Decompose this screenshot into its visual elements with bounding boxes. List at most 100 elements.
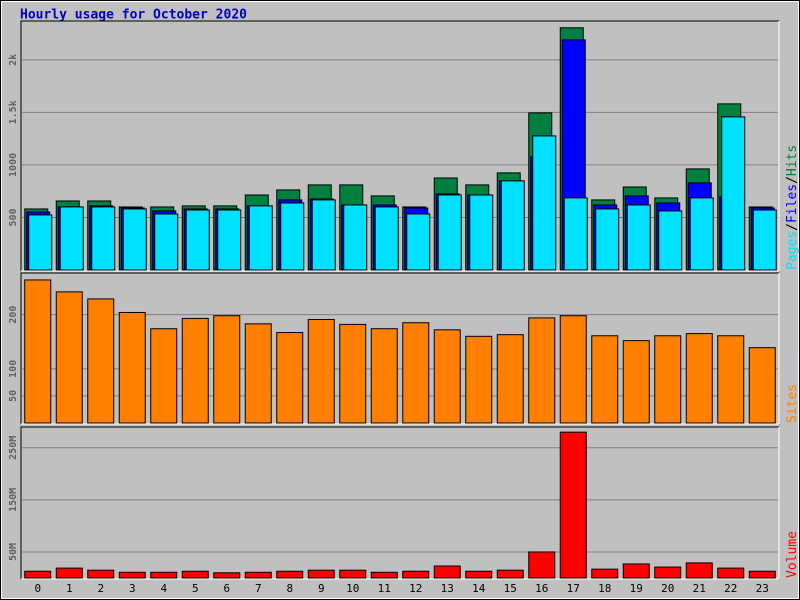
bar (150, 328, 178, 424)
bar (721, 116, 746, 271)
bar (28, 214, 53, 271)
legend-separator: / (785, 176, 800, 184)
x-tick-label: 22 (724, 582, 737, 595)
bar (370, 328, 398, 424)
bar (311, 199, 336, 271)
bar (717, 567, 745, 579)
bar (55, 291, 83, 424)
bar (406, 213, 431, 271)
x-tick-label: 12 (409, 582, 422, 595)
x-tick-label: 4 (160, 582, 167, 595)
bar (752, 209, 777, 271)
bar (213, 315, 241, 424)
bar (244, 571, 272, 579)
bar (280, 202, 305, 271)
x-tick-label: 23 (756, 582, 769, 595)
bar (154, 213, 179, 271)
x-tick-label: 6 (223, 582, 230, 595)
bar (150, 571, 178, 579)
bar (528, 317, 556, 424)
bar (185, 209, 210, 271)
y-tick-label: 50 (8, 390, 19, 402)
bar (654, 335, 682, 424)
bar (59, 206, 84, 271)
x-tick-label: 19 (630, 582, 643, 595)
panel (20, 20, 780, 272)
x-tick-label: 7 (255, 582, 262, 595)
x-tick-label: 21 (693, 582, 706, 595)
bar (307, 569, 335, 579)
bar (374, 206, 399, 271)
x-tick-label: 20 (661, 582, 674, 595)
bar (213, 572, 241, 579)
bar (748, 570, 776, 579)
y-tick-label: 2k (8, 54, 19, 66)
bar (276, 570, 304, 579)
bar (402, 570, 430, 579)
bar (437, 194, 462, 271)
x-tick-label: 2 (97, 582, 104, 595)
x-tick-label: 17 (567, 582, 580, 595)
legend-entry: Pages (785, 231, 800, 270)
y-tick-label: 1000 (8, 153, 19, 177)
y-tick-label: 50M (8, 543, 19, 561)
bar (469, 194, 494, 271)
x-tick-label: 16 (535, 582, 548, 595)
panel (20, 272, 780, 425)
bar (118, 311, 146, 424)
legend-entry: Files (785, 184, 800, 223)
bar (685, 562, 713, 579)
x-tick-label: 18 (598, 582, 611, 595)
legend-entry: Volume (785, 531, 800, 578)
bar (244, 323, 272, 424)
bar (276, 332, 304, 424)
bar (622, 340, 650, 424)
bar (181, 317, 209, 424)
bar (685, 333, 713, 424)
bar (658, 210, 683, 271)
bar (689, 197, 714, 271)
bar (559, 315, 587, 424)
bar (339, 569, 367, 579)
y-tick-label: 100 (8, 360, 19, 378)
x-tick-label: 10 (346, 582, 359, 595)
bar (595, 208, 620, 271)
bar (181, 570, 209, 579)
x-tick-label: 15 (504, 582, 517, 595)
bar (433, 565, 461, 579)
bar (622, 563, 650, 579)
x-tick-label: 9 (318, 582, 325, 595)
bar (654, 566, 682, 579)
x-tick-label: 3 (129, 582, 136, 595)
bar (748, 347, 776, 424)
y-tick-label: 200 (8, 306, 19, 324)
bar (122, 208, 147, 271)
legend-separator: / (785, 223, 800, 231)
bar (500, 180, 525, 271)
bar (496, 334, 524, 424)
bar (559, 431, 587, 579)
bar (563, 197, 588, 271)
x-tick-label: 8 (286, 582, 293, 595)
legend: Pages/Files/Hits (785, 145, 800, 270)
y-tick-label: 150M (8, 488, 19, 512)
bar (343, 204, 368, 271)
bar (591, 335, 619, 424)
x-tick-label: 14 (472, 582, 486, 595)
chart-title: Hourly usage for October 2020 (20, 8, 247, 23)
x-tick-label: 1 (66, 582, 73, 595)
panel (20, 426, 780, 580)
bar (91, 206, 116, 271)
y-tick-label: 250M (8, 436, 19, 460)
bar (118, 571, 146, 579)
x-tick-label: 5 (192, 582, 199, 595)
legend: Volume (785, 531, 800, 578)
legend: Sites (785, 384, 800, 423)
x-tick-label: 0 (34, 582, 41, 595)
y-tick-label: 500 (8, 208, 19, 226)
bar (307, 319, 335, 424)
bar (24, 570, 52, 579)
bar (248, 205, 273, 271)
